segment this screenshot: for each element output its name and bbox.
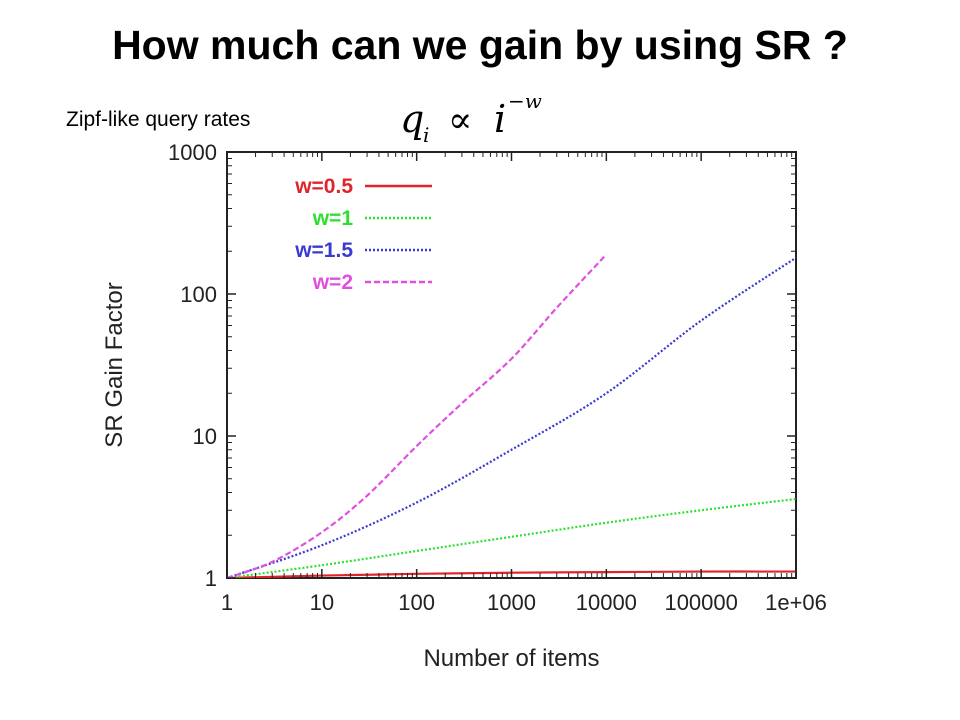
y-tick-label: 10: [193, 424, 217, 449]
series-line-w-1-5: [227, 256, 796, 578]
legend-label: w=2: [312, 271, 353, 294]
zipf-formula: q i ∝ i −w: [400, 90, 542, 147]
x-axis-label: Number of items: [423, 645, 599, 672]
x-tick-label: 100: [398, 590, 435, 615]
axis-ticks: 1 10 100 1000 10000 100000 1e+06 1 10 100 1000: [168, 140, 827, 615]
formula-exponent: −w: [508, 90, 542, 113]
slide-subtitle: Zipf-like query rates: [66, 108, 251, 131]
y-tick-label: 1: [205, 566, 217, 591]
formula-q: q: [400, 97, 424, 141]
legend-label: w=1: [312, 207, 354, 230]
x-tick-label: 1000: [487, 590, 536, 615]
x-tick-label: 1e+06: [765, 590, 827, 615]
y-tick-label: 1000: [168, 140, 217, 165]
legend: w=0.5 w=1 w=1.5 w=2: [294, 175, 432, 294]
formula-sub-i: i: [423, 123, 429, 147]
sr-gain-chart: 1 10 100 1000 10000 100000 1e+06 1 10 100 1000 w=0…: [101, 140, 827, 672]
x-tick-label: 1: [221, 590, 233, 615]
y-tick-label: 100: [180, 282, 217, 307]
slide-title: How much can we gain by using SR ?: [112, 22, 848, 68]
y-axis-label: SR Gain Factor: [101, 282, 128, 447]
x-tick-label: 10: [310, 590, 334, 615]
series-line-w-2: [227, 253, 608, 578]
x-tick-label: 10000: [576, 590, 637, 615]
formula-proportional-symbol: ∝: [448, 100, 472, 141]
legend-label: w=1.5: [294, 239, 353, 262]
legend-label: w=0.5: [294, 175, 353, 198]
series-lines: [227, 253, 796, 578]
formula-i: i: [494, 97, 506, 141]
x-tick-label: 100000: [664, 590, 737, 615]
